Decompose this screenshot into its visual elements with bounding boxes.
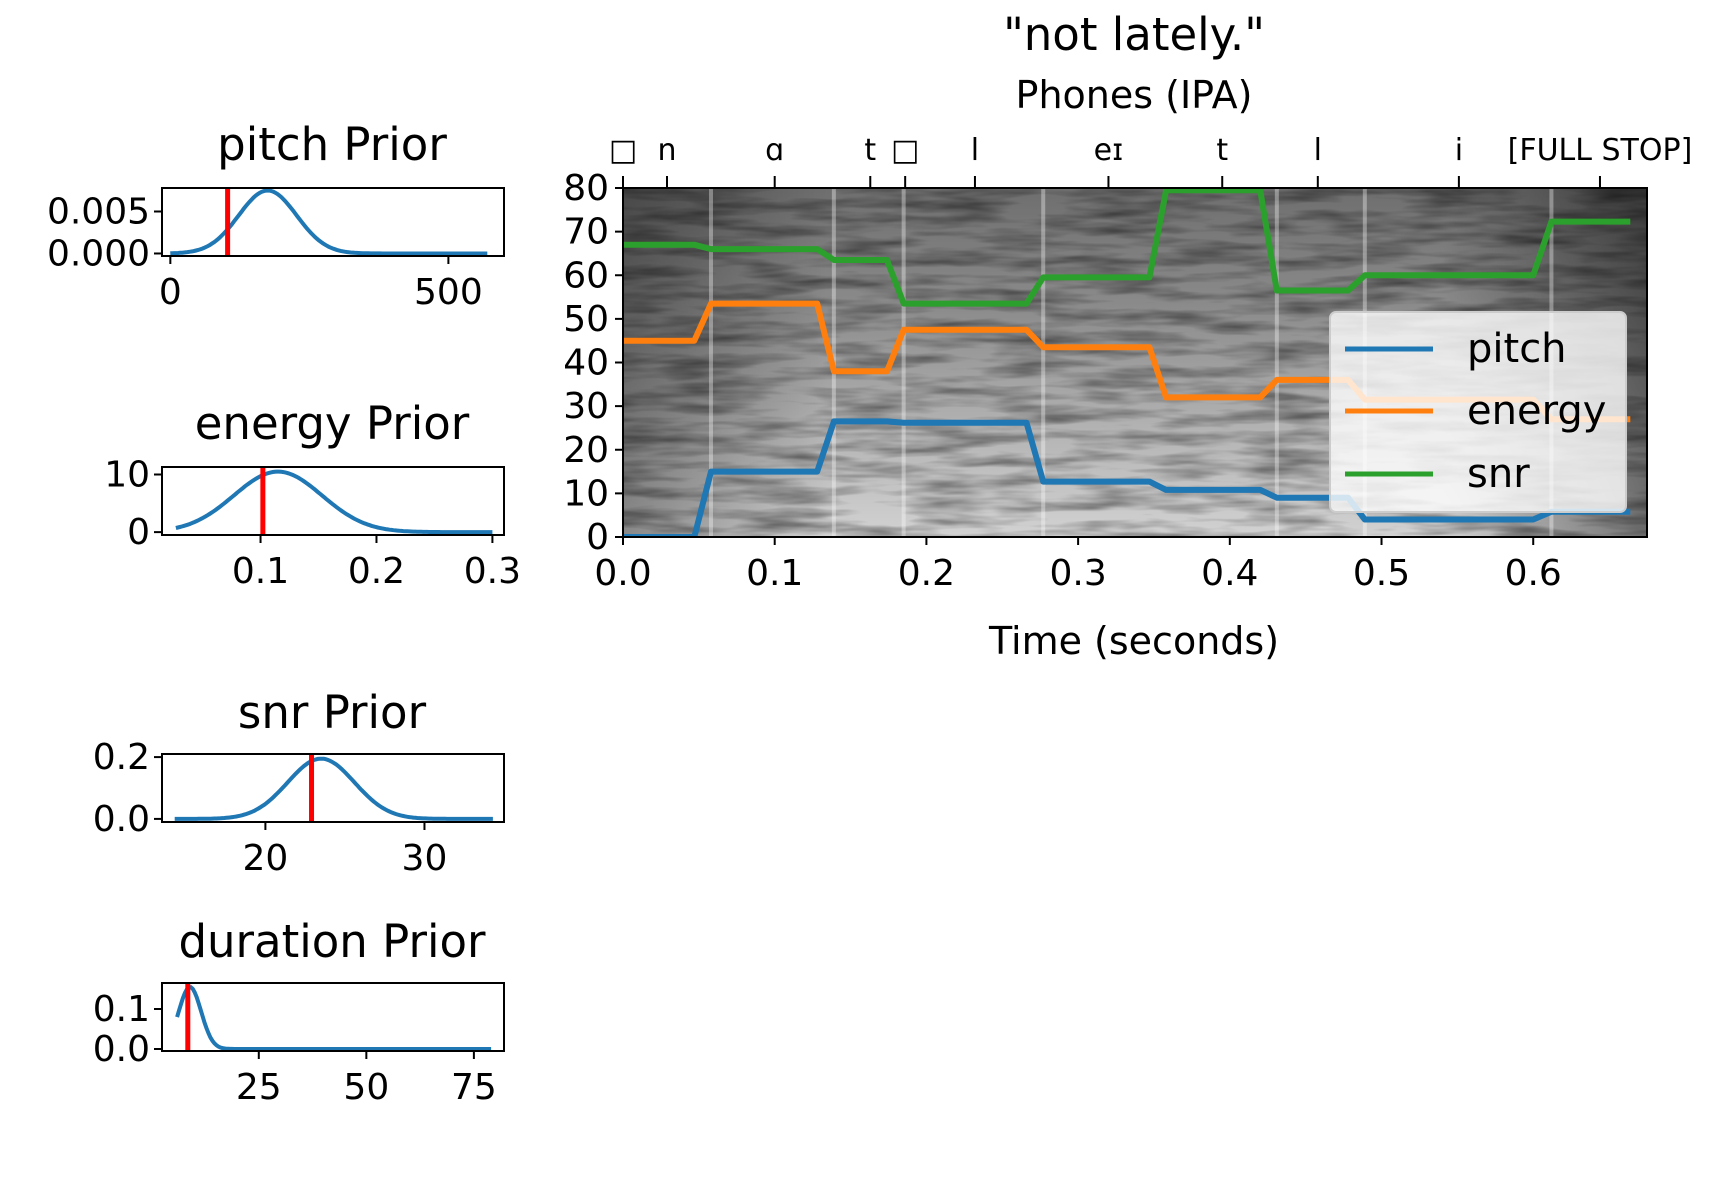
prior-ytick-label: 0.0: [93, 1029, 150, 1070]
main-xtick-label: 0.6: [1505, 553, 1562, 594]
phone-axis: □ n ɑ t □ l eɪ t l i [FULL STOP]: [609, 133, 1692, 188]
snr-prior-chart: snr Prior 0.0 0.2 20 30: [93, 686, 505, 879]
prior-ytick-label: 0.000: [47, 233, 150, 274]
phone-label: l: [971, 133, 979, 168]
phone-label: l: [1314, 133, 1322, 168]
legend-label-pitch: pitch: [1467, 326, 1567, 372]
prior-curve: [175, 469, 493, 535]
main-xtick-label: 0.3: [1049, 553, 1106, 594]
prior-ytick-label: 0: [127, 512, 150, 553]
duration-prior-plot: 0.00.1 25 50 75: [93, 982, 505, 1108]
prior-ytick-label: 0.1: [93, 989, 150, 1030]
main-chart: "not lately." Phones (IPA) 0102030405060…: [563, 8, 1692, 663]
prior-xtick-label: 0.1: [232, 551, 289, 592]
prior-xtick-label: 25: [236, 1067, 282, 1108]
duration-prior-chart: duration Prior 0.00.1 25 50 75: [93, 915, 505, 1108]
main-xtick-label: 0.1: [746, 553, 803, 594]
prior-ytick-label: 0.005: [47, 192, 150, 233]
snr-prior-plot: 0.0 0.2 20 30: [93, 737, 505, 879]
legend-label-snr: snr: [1467, 451, 1530, 497]
prior-axes-frame: [161, 187, 505, 257]
phone-label: i: [1455, 133, 1463, 168]
prior-curve: [170, 188, 488, 256]
snr-prior-title: snr Prior: [238, 686, 427, 739]
series-line-pitch: [623, 418, 1631, 537]
phones-axis-label: Phones (IPA): [1016, 73, 1253, 117]
phone-label: □: [891, 133, 919, 168]
series-line-snr: [623, 188, 1631, 307]
phone-label: t: [1216, 133, 1228, 168]
prior-xtick-label: 75: [451, 1067, 497, 1108]
prior-xtick-label: 30: [402, 838, 448, 879]
legend: pitch energy snr: [1329, 311, 1627, 513]
phone-label: n: [657, 133, 676, 168]
prior-xtick-label: 50: [343, 1067, 389, 1108]
main-xtick-label: 0.0: [594, 553, 651, 594]
main-xtick-label: 0.4: [1201, 553, 1258, 594]
phone-label: t: [864, 133, 876, 168]
main-title: "not lately.": [1003, 8, 1265, 61]
prior-axes-frame: [161, 466, 505, 536]
phone-label: ɑ: [765, 133, 784, 168]
main-ytick-label: 10: [563, 473, 609, 514]
legend-label-energy: energy: [1467, 388, 1606, 434]
prior-axes-frame: [161, 753, 505, 823]
main-ytick-label: 30: [563, 386, 609, 427]
prior-xtick-label: 0.2: [348, 551, 405, 592]
energy-prior-chart: energy Prior 0 10 0.1 0.2 0.3: [104, 397, 521, 592]
duration-prior-title: duration Prior: [178, 915, 486, 968]
main-x-label: Time (seconds): [988, 619, 1279, 663]
main-ytick-label: 50: [563, 299, 609, 340]
energy-prior-title: energy Prior: [195, 397, 470, 450]
prior-curve: [174, 756, 493, 821]
prior-curve: [175, 985, 492, 1051]
prior-xtick-label: 500: [414, 272, 483, 313]
main-ytick-label: 40: [563, 343, 609, 384]
legend-box: [1329, 311, 1627, 513]
energy-prior-plot: 0 10 0.1 0.2 0.3: [104, 454, 521, 592]
phone-label: [FULL STOP]: [1508, 133, 1693, 168]
main-ytick-label: 0: [586, 517, 609, 558]
prior-axes-frame: [161, 982, 505, 1052]
prior-xtick-label: 0: [159, 272, 182, 313]
prior-ytick-label: 0.2: [93, 737, 150, 778]
prior-ytick-label: 0.0: [93, 799, 150, 840]
prior-xtick-label: 0.3: [464, 551, 521, 592]
phone-label: □: [609, 133, 637, 168]
phone-label: eɪ: [1094, 133, 1124, 168]
pitch-prior-title: pitch Prior: [217, 118, 447, 171]
prior-xtick-label: 20: [242, 838, 288, 879]
main-ytick-label: 80: [563, 168, 609, 209]
prior-ytick-label: 10: [104, 454, 150, 495]
main-ytick-label: 60: [563, 255, 609, 296]
main-ytick-label: 20: [563, 430, 609, 471]
main-x-axis: 0.0 0.1 0.2 0.3 0.4 0.5 0.6: [594, 537, 1562, 594]
main-ytick-label: 70: [563, 212, 609, 253]
main-xtick-label: 0.5: [1353, 553, 1410, 594]
main-xtick-label: 0.2: [898, 553, 955, 594]
